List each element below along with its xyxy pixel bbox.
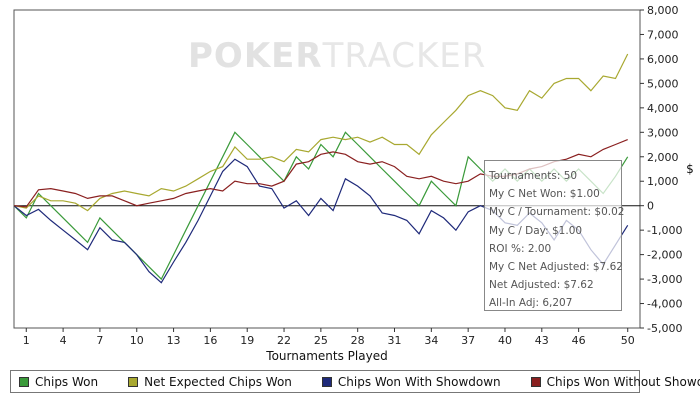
legend-item-without-showdown[interactable]: Chips Won Without Showdown xyxy=(530,374,700,389)
x-tick-label: 34 xyxy=(424,334,438,347)
x-tick-label: 31 xyxy=(388,334,402,347)
legend-swatch xyxy=(128,376,139,387)
legend-item-net-expected[interactable]: Net Expected Chips Won xyxy=(128,375,292,389)
y-tick-label: 6,000 xyxy=(647,53,679,66)
y-tick-label: -2,000 xyxy=(647,249,682,262)
x-tick-label: 7 xyxy=(96,334,103,347)
legend-label: Chips Won xyxy=(35,374,99,389)
tooltip-line: My C / Tournament: $0.02 xyxy=(489,206,625,219)
data-tooltip: Tournaments: 50 My C Net Won: $1.00 My C… xyxy=(484,160,625,311)
watermark-logo: POKERTRACKER xyxy=(188,36,487,76)
y-axis: -5,000 -4,000 -3,000 -2,000 -1,000 0 1,000 2,00… xyxy=(640,4,682,335)
x-tick-label: 19 xyxy=(240,334,254,347)
tooltip-line: All-In Adj: 6,207 xyxy=(489,297,573,310)
y-tick-label: -1,000 xyxy=(647,224,682,237)
tooltip-line: ROI %: 2.00 xyxy=(489,242,552,255)
y-tick-label: 0 xyxy=(647,200,654,213)
tooltip-line: Tournaments: 50 xyxy=(489,170,578,182)
x-tick-label: 22 xyxy=(277,334,291,347)
legend-swatch xyxy=(19,376,29,387)
y-tick-label: 4,000 xyxy=(647,102,679,115)
x-tick-label: 4 xyxy=(60,334,67,347)
x-tick-label: 50 xyxy=(621,334,635,347)
y-tick-label: 8,000 xyxy=(647,4,679,17)
tooltip-line: My C / Day: $1.00 xyxy=(489,224,583,237)
y-tick-label: 3,000 xyxy=(647,126,679,139)
y-tick-label: 7,000 xyxy=(647,28,679,41)
legend-item-chips-won[interactable]: Chips Won xyxy=(19,375,98,389)
legend-swatch xyxy=(321,376,332,387)
y-tick-label: -4,000 xyxy=(647,298,682,311)
tooltip-line: My C Net Won: $1.00 xyxy=(489,188,600,201)
legend-label: Chips Won With Showdown xyxy=(337,374,501,389)
y-tick-label: 5,000 xyxy=(647,77,679,90)
x-tick-label: 16 xyxy=(203,334,217,347)
legend-swatch xyxy=(530,376,541,387)
legend-label: Chips Won Without Showdown xyxy=(546,374,700,389)
legend-label: Net Expected Chips Won xyxy=(144,374,292,389)
x-tick-label: 13 xyxy=(167,334,181,347)
x-axis: 1 4 7 10 13 16 19 22 25 28 31 34 37 40 43 46 50 xyxy=(23,328,635,347)
tooltip-line: My C Net Adjusted: $7.62 xyxy=(489,261,623,274)
x-tick-label: 46 xyxy=(572,334,586,347)
legend-item-with-showdown[interactable]: Chips Won With Showdown xyxy=(321,374,501,389)
legend: Chips Won Net Expected Chips Won Chips W… xyxy=(10,370,700,393)
x-tick-label: 1 xyxy=(23,334,30,347)
y-axis-title: $ xyxy=(686,162,694,176)
x-tick-label: 10 xyxy=(130,334,144,347)
x-axis-title: Tournaments Played xyxy=(265,349,387,363)
series-line-1 xyxy=(13,53,629,212)
x-tick-label: 28 xyxy=(351,334,365,347)
y-tick-label: -3,000 xyxy=(647,273,682,286)
x-tick-label: 37 xyxy=(461,334,475,347)
y-tick-label: 2,000 xyxy=(647,151,679,164)
y-tick-label: -5,000 xyxy=(647,322,682,335)
tooltip-line: Net Adjusted: $7.62 xyxy=(489,279,594,292)
x-tick-label: 43 xyxy=(535,334,549,347)
x-tick-label: 25 xyxy=(314,334,328,347)
y-tick-label: 1,000 xyxy=(647,175,679,188)
x-tick-label: 40 xyxy=(498,334,512,347)
